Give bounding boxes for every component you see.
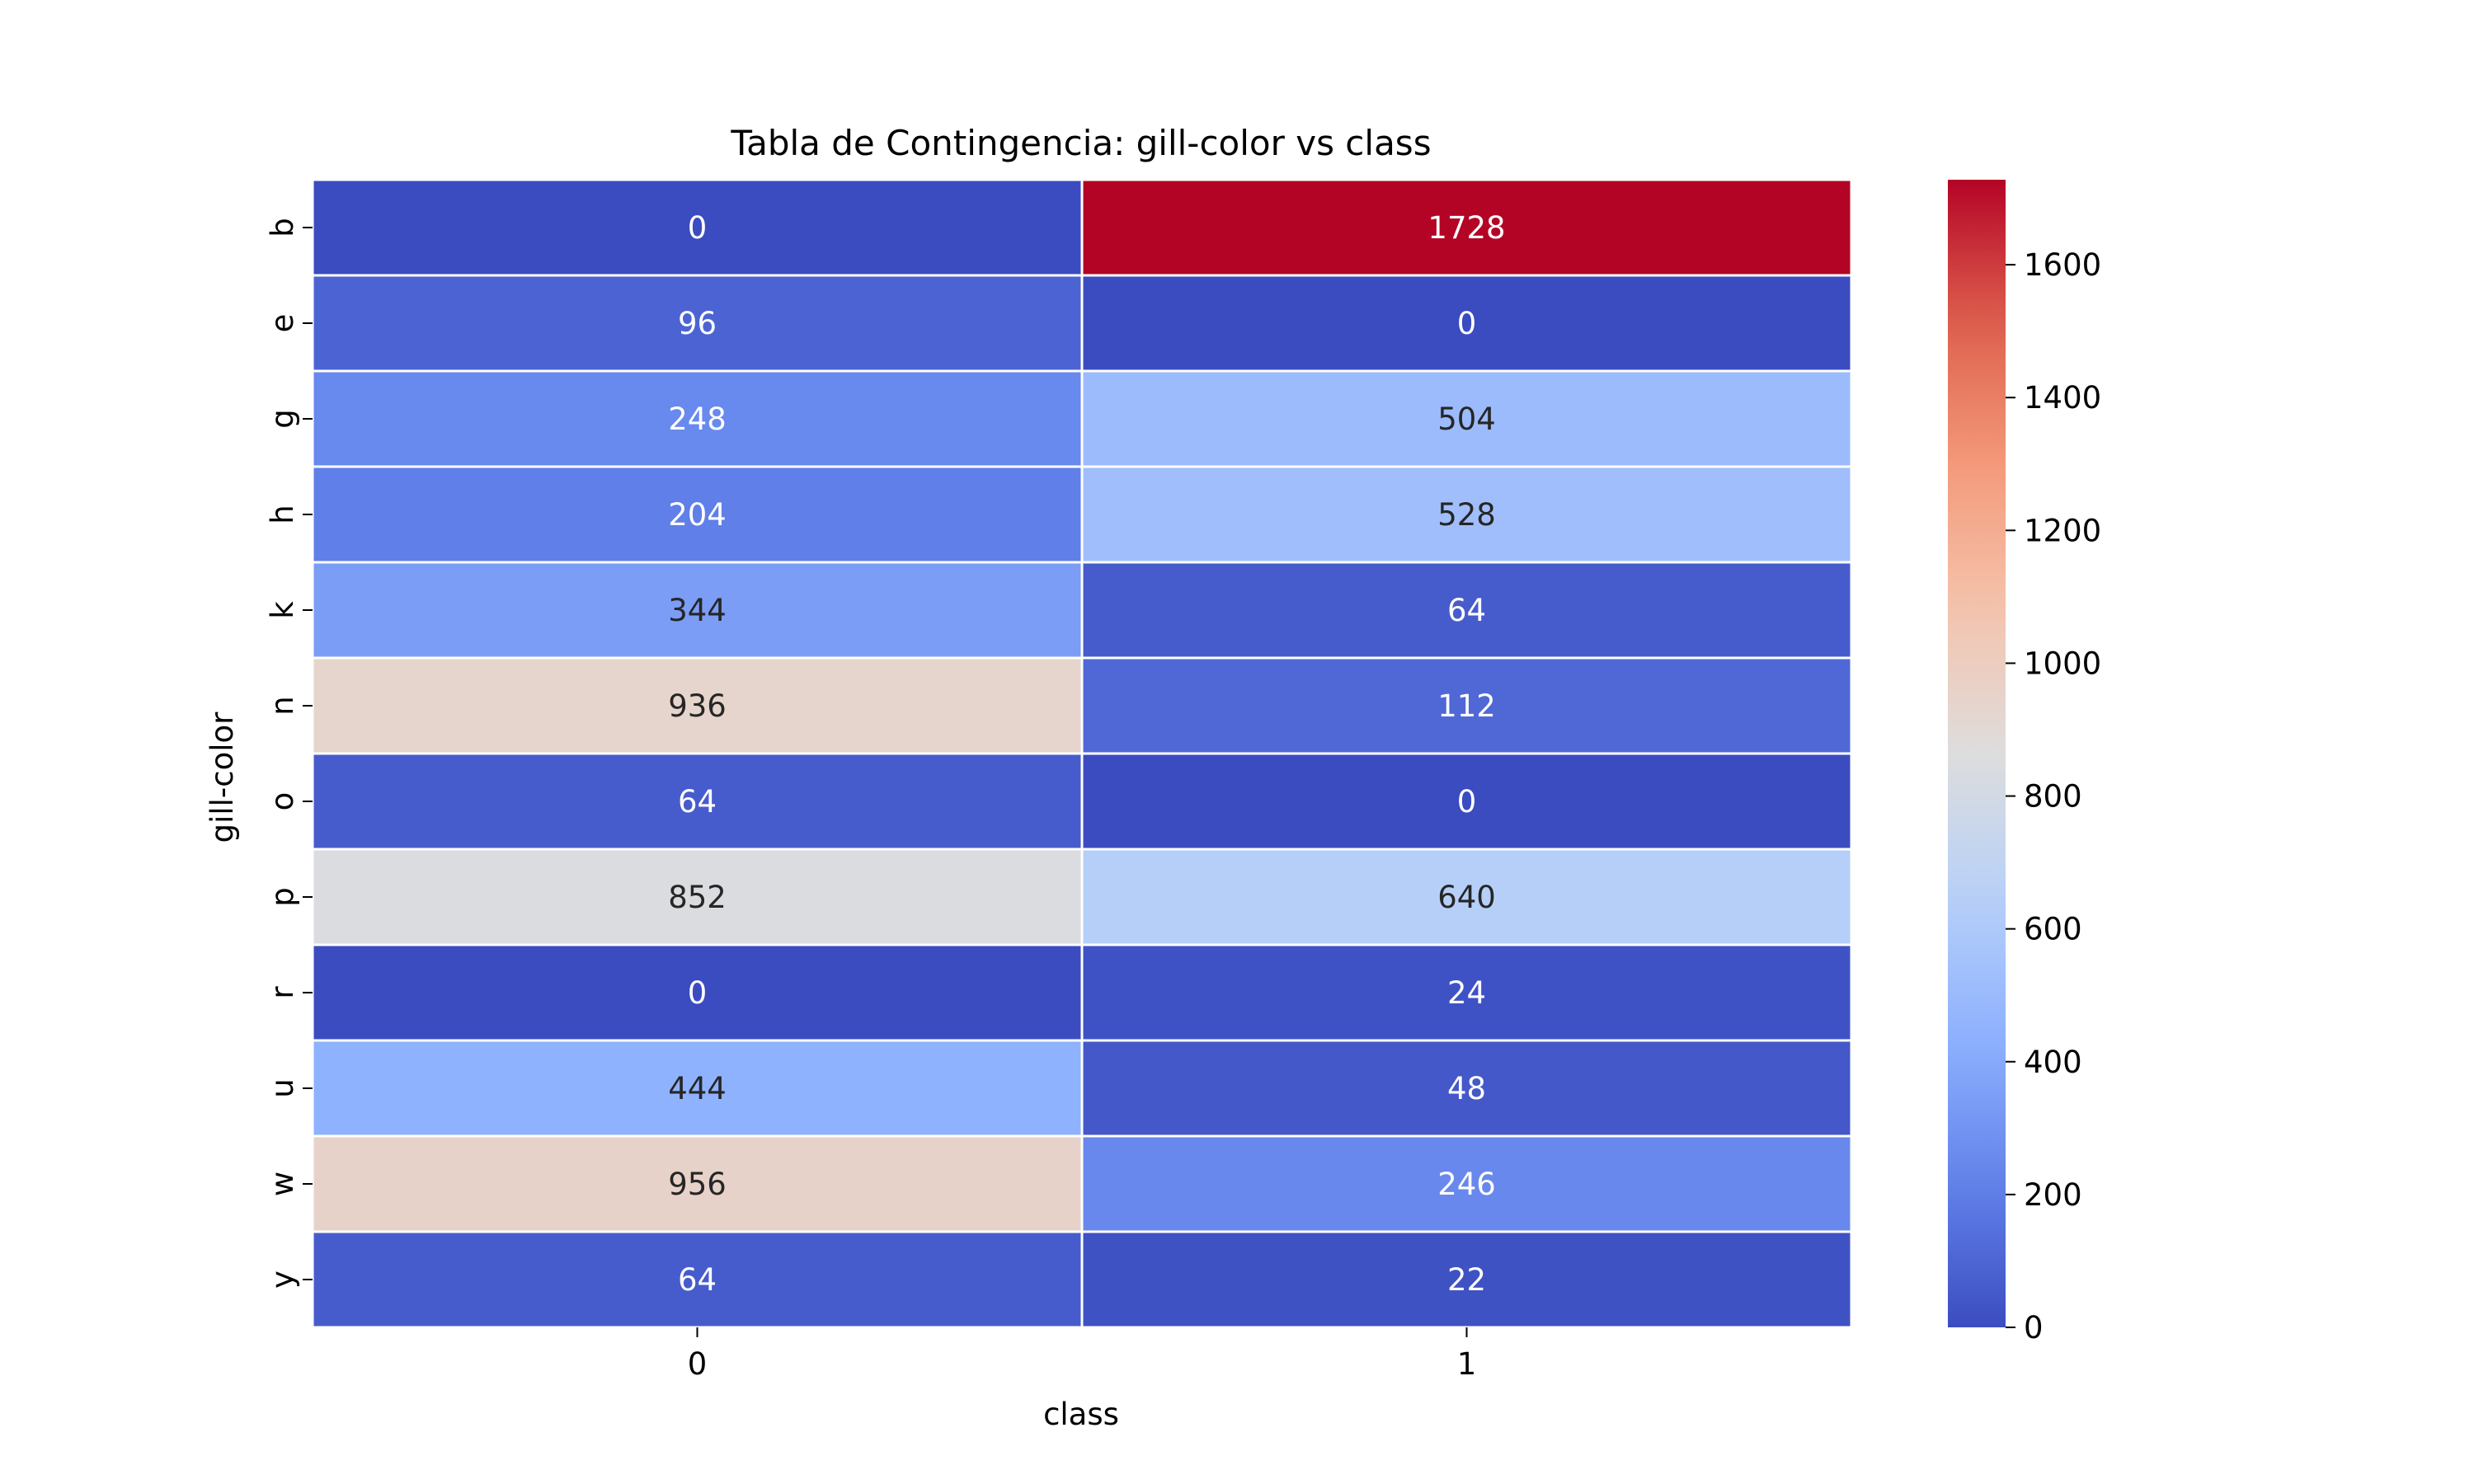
colorbar-tick-label: 1200 (2024, 513, 2101, 548)
cell-value-label: 0 (688, 975, 708, 1011)
y-tick-label: u (265, 1078, 300, 1097)
colorbar-tick-label: 800 (2024, 779, 2082, 815)
cell-value-label: 0 (688, 210, 708, 246)
y-tick-label: n (265, 696, 300, 715)
heatmap-cell (1080, 656, 1853, 755)
cell-value-label: 48 (1447, 1071, 1486, 1106)
y-tick-label: o (265, 792, 300, 811)
y-tick-label: k (265, 601, 300, 619)
cell-value-label: 64 (678, 1262, 717, 1298)
cell-value-label: 248 (668, 402, 727, 437)
colorbar-tick-label: 1600 (2024, 247, 2101, 283)
cell-value-label: 504 (1437, 402, 1496, 437)
x-axis-label: class (1043, 1397, 1119, 1432)
heatmap-cell (311, 274, 1084, 373)
cell-value-label: 96 (678, 306, 717, 341)
colorbar-tick-label: 200 (2024, 1177, 2082, 1213)
x-tick-label: 0 (688, 1346, 708, 1382)
x-tick-label: 1 (1457, 1346, 1477, 1382)
cell-value-label: 0 (1457, 306, 1477, 341)
y-tick-label: b (265, 218, 300, 237)
colorbar-tick-label: 400 (2024, 1045, 2082, 1080)
y-tick-label: r (265, 986, 300, 999)
heatmap-cell (1080, 369, 1853, 468)
colorbar-tick-label: 0 (2024, 1310, 2044, 1345)
cell-value-label: 640 (1437, 880, 1496, 915)
heatmap-cell (1080, 561, 1853, 660)
heatmap-cell (1080, 274, 1853, 373)
cell-value-label: 0 (1457, 784, 1477, 819)
heatmap-cell (311, 1039, 1084, 1138)
colorbar (1948, 180, 2006, 1327)
cell-value-label: 344 (668, 593, 727, 628)
cell-value-label: 204 (668, 497, 727, 533)
cell-value-label: 112 (1437, 688, 1496, 724)
cell-value-label: 852 (668, 880, 727, 915)
cell-value-label: 528 (1437, 497, 1496, 533)
cell-value-label: 936 (668, 688, 727, 724)
y-tick-label: y (265, 1270, 300, 1289)
colorbar-tick-label: 1000 (2024, 646, 2101, 681)
heatmap-cell (1080, 465, 1853, 564)
cell-value-label: 22 (1447, 1262, 1486, 1298)
cell-value-label: 246 (1437, 1167, 1496, 1202)
cell-value-label: 1728 (1427, 210, 1505, 246)
heatmap-cell (311, 1230, 1084, 1329)
heatmap-cell (311, 178, 1084, 277)
chart-title: Tabla de Contingencia: gill-color vs cla… (730, 123, 1431, 163)
colorbar-tick-label: 1400 (2024, 380, 2101, 416)
heatmap-cell (1080, 752, 1853, 851)
heatmap-cell (1080, 848, 1853, 946)
y-tick-label: p (265, 887, 300, 907)
heatmap-cell (1080, 1230, 1853, 1329)
cell-value-label: 64 (1447, 593, 1486, 628)
colorbar-tick-label: 600 (2024, 912, 2082, 947)
heatmap-cell (1080, 943, 1853, 1042)
heatmap-cell (311, 1134, 1084, 1233)
y-axis-label: gill-color (205, 711, 240, 843)
y-tick-label: e (265, 314, 300, 333)
heatmap-cell (1080, 1134, 1853, 1233)
cell-value-label: 24 (1447, 975, 1486, 1011)
cell-value-label: 64 (678, 784, 717, 819)
y-tick-label: h (265, 505, 300, 524)
cell-value-label: 956 (668, 1167, 727, 1202)
heatmap-cell (1080, 1039, 1853, 1138)
cell-value-label: 444 (668, 1071, 727, 1106)
heatmap-cells (311, 178, 1853, 1329)
y-axis-ticks: b e g h k n o p r u w y (265, 218, 313, 1289)
y-tick-label: g (265, 409, 300, 429)
colorbar-ticks: 0 200 400 600 800 1000 1200 1400 1600 (2006, 247, 2101, 1345)
y-tick-label: w (265, 1172, 300, 1196)
heatmap-cell (1080, 178, 1853, 277)
